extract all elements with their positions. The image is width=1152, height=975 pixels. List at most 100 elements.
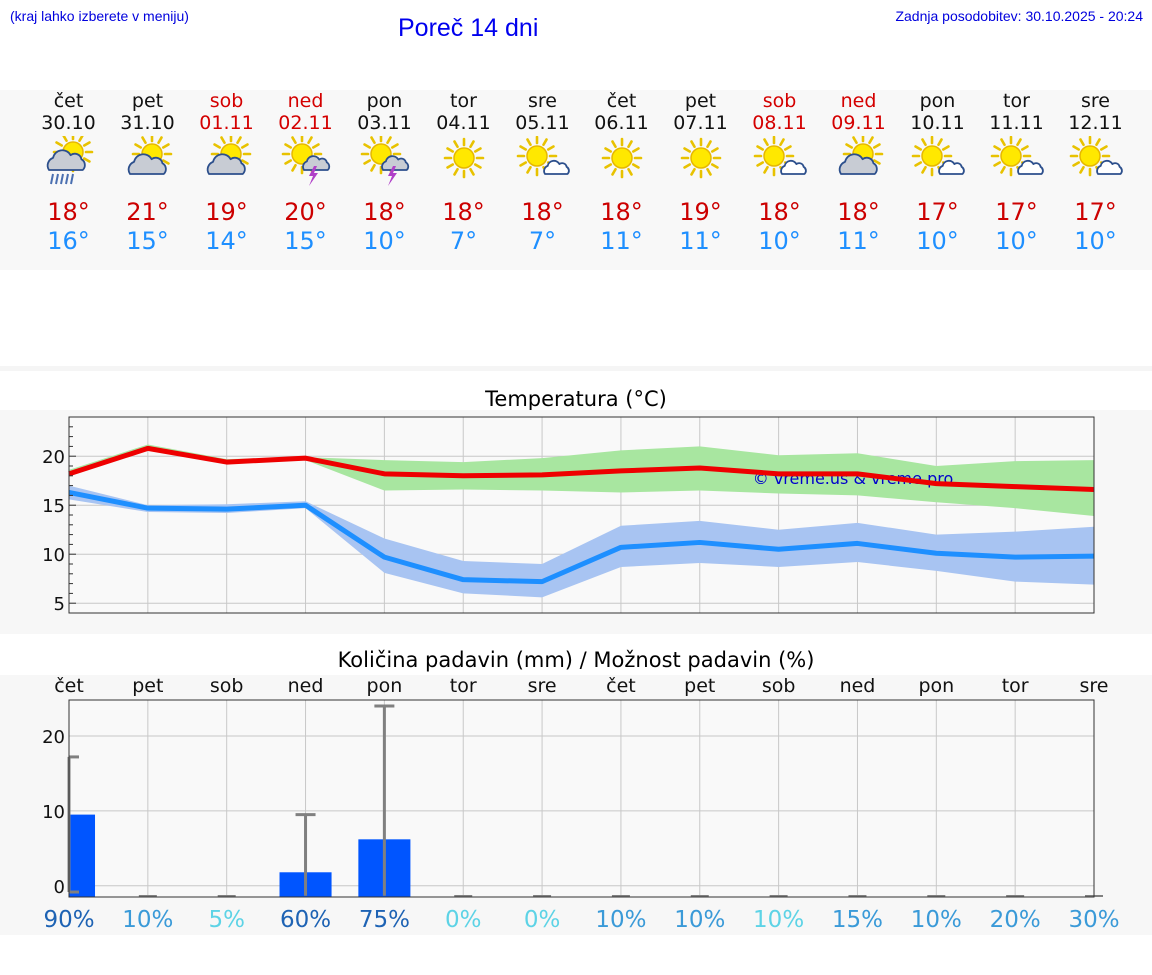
precip-day-label: sre <box>528 675 557 697</box>
temp-line-max <box>68 445 1095 493</box>
last-updated: Zadnja posodobitev: 30.10.2025 - 20:24 <box>895 8 1143 24</box>
day-date: 01.11 <box>199 112 254 134</box>
precip-day-label: ned <box>840 675 876 697</box>
day-column: sre 12.11 17° 10° <box>1056 90 1135 260</box>
day-temp-max: 18° <box>837 198 880 226</box>
precipitation-chart: čet pet sob ned pon tor sre čet pet sob ned pon tor s… <box>42 675 1119 933</box>
location-hint: (kraj lahko izberete v meniju) <box>10 8 189 24</box>
page-title: Poreč 14 dni <box>398 14 539 42</box>
temp-y-tick-label: 10 <box>42 545 65 566</box>
day-temp-min: 10° <box>916 227 959 255</box>
day-weekday: sob <box>209 90 244 112</box>
sun-cloud-icon <box>831 133 887 188</box>
day-column: tor 04.11 18° 7° <box>424 90 503 260</box>
precip-day-label: čet <box>606 675 636 697</box>
sun-small-cloud-icon <box>515 135 571 188</box>
sun-small-cloud-icon <box>910 135 966 188</box>
precip-plot-area <box>69 700 1094 897</box>
precip-bar <box>69 814 96 897</box>
precip-probability: 90% <box>43 907 94 933</box>
day-column: sob 08.11 18° 10° <box>740 90 819 260</box>
day-date: 09.11 <box>831 112 886 134</box>
day-temp-max: 21° <box>126 198 169 226</box>
day-weekday: pet <box>131 90 164 112</box>
day-temp-min: 7° <box>528 227 557 255</box>
temp-plot-area <box>69 417 1094 613</box>
day-temp-max: 17° <box>995 198 1038 226</box>
day-weekday: sob <box>762 90 797 112</box>
precip-probability: 10% <box>753 907 804 933</box>
day-date: 06.11 <box>594 112 649 134</box>
precip-day-label: sre <box>1080 675 1109 697</box>
day-temp-min: 11° <box>600 227 643 255</box>
day-temp-min: 10° <box>363 227 406 255</box>
sun-cloud-rain-icon <box>41 131 97 188</box>
day-column: sob 01.11 19° 14° <box>187 90 266 260</box>
day-weekday: tor <box>1003 90 1030 112</box>
day-weekday: pet <box>684 90 717 112</box>
precip-probability: 60% <box>280 907 331 933</box>
sun-cloud-icon <box>120 133 176 188</box>
day-date: 30.10 <box>41 112 96 134</box>
day-column: čet 06.11 18° 11° <box>582 90 661 260</box>
precip-axes-frame <box>68 699 1095 898</box>
day-weekday: sre <box>528 90 557 112</box>
day-temp-min: 10° <box>995 227 1038 255</box>
day-temp-max: 18° <box>521 198 564 226</box>
day-weekday: sre <box>1081 90 1110 112</box>
day-temp-max: 18° <box>758 198 801 226</box>
separator-band <box>0 366 1152 371</box>
precip-y-tick-label: 10 <box>42 802 65 823</box>
precip-day-label: pet <box>132 675 163 697</box>
precip-probability: 15% <box>832 907 883 933</box>
sun-small-cloud-icon <box>989 135 1045 188</box>
temp-band-min <box>69 485 1094 598</box>
precip-day-label: čet <box>54 675 84 697</box>
day-weekday: tor <box>450 90 477 112</box>
day-temp-max: 17° <box>916 198 959 226</box>
precip-day-label: tor <box>1002 675 1029 697</box>
temperature-chart-title: Temperatura (°C) <box>485 387 667 411</box>
day-date: 10.11 <box>910 112 965 134</box>
day-temp-min: 10° <box>758 227 801 255</box>
precip-day-label: sob <box>762 675 796 697</box>
precip-probability: 10% <box>911 907 962 933</box>
day-temp-max: 18° <box>442 198 485 226</box>
day-temp-min: 14° <box>205 227 248 255</box>
precip-day-label: ned <box>288 675 324 697</box>
day-temp-max: 18° <box>47 198 90 226</box>
day-date: 31.10 <box>120 112 175 134</box>
sun-icon <box>673 136 729 188</box>
day-temp-min: 16° <box>47 227 90 255</box>
day-temp-min: 15° <box>284 227 327 255</box>
day-temp-min: 10° <box>1074 227 1117 255</box>
precip-probability: 10% <box>122 907 173 933</box>
day-weekday: pon <box>919 90 956 112</box>
day-temp-min: 11° <box>679 227 722 255</box>
day-date: 05.11 <box>515 112 570 134</box>
day-date: 11.11 <box>989 112 1044 134</box>
day-column: čet 30.10 18° 16° <box>29 90 108 260</box>
precip-day-label: pon <box>918 675 954 697</box>
precip-probability: 75% <box>359 907 410 933</box>
day-temp-max: 17° <box>1074 198 1117 226</box>
day-temp-min: 15° <box>126 227 169 255</box>
day-column: ned 02.11 20° 15° <box>266 90 345 260</box>
temp-y-tick-label: 5 <box>54 594 65 615</box>
day-column: pon 03.11 18° 10° <box>345 90 424 260</box>
precip-day-label: tor <box>450 675 477 697</box>
day-temp-min: 7° <box>449 227 478 255</box>
temp-y-tick-label: 15 <box>42 496 65 517</box>
day-temp-max: 18° <box>600 198 643 226</box>
day-weekday: ned <box>287 90 324 112</box>
precip-day-label: sob <box>210 675 244 697</box>
precip-probability: 5% <box>208 907 245 933</box>
sun-thunder-icon <box>278 133 334 188</box>
sun-small-cloud-icon <box>752 135 808 188</box>
day-weekday: ned <box>840 90 877 112</box>
sun-icon <box>436 136 492 188</box>
day-column: ned 09.11 18° 11° <box>819 90 898 260</box>
daily-forecast-strip: čet 30.10 18° 16° pet 31.10 21° 15° sob 01.11 19° 1… <box>0 90 1152 270</box>
day-column: pet 07.11 19° 11° <box>661 90 740 260</box>
